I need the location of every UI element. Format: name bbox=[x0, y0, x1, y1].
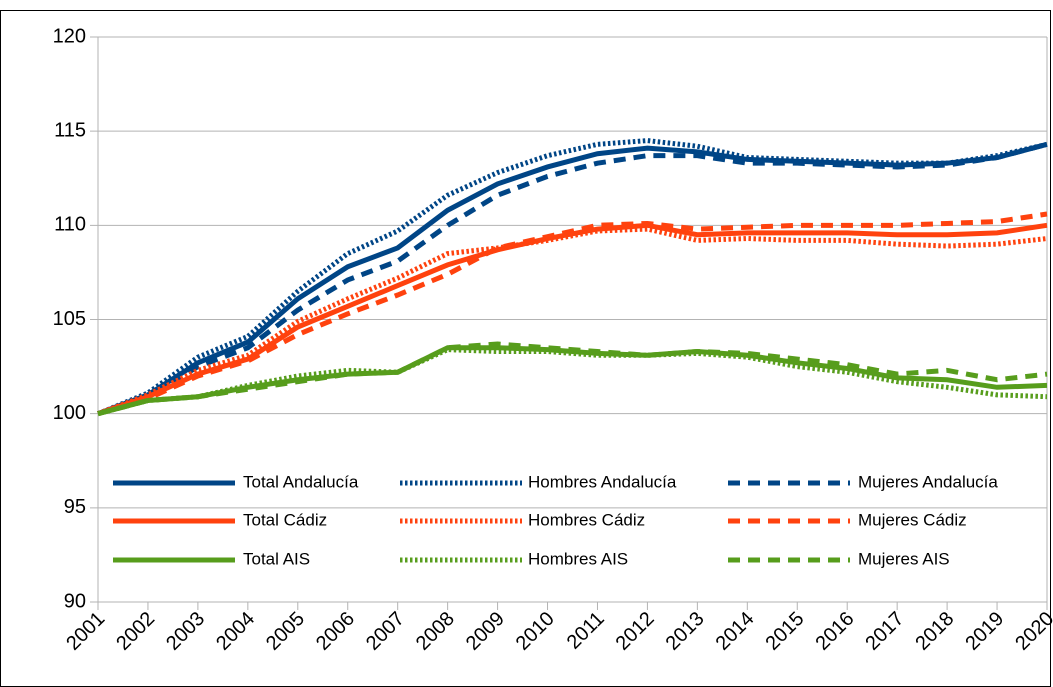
legend-label: Hombres Andalucía bbox=[528, 472, 677, 491]
series-line bbox=[97, 345, 1048, 417]
y-tick-label: 95 bbox=[64, 496, 86, 518]
x-tick-label: 2014 bbox=[712, 608, 759, 655]
x-tick-label: 2003 bbox=[162, 608, 209, 655]
x-tick-label: 2004 bbox=[212, 608, 259, 655]
x-tick-label: 2011 bbox=[563, 608, 609, 654]
x-tick-label: 2012 bbox=[612, 608, 659, 655]
x-tick-label: 2005 bbox=[262, 608, 309, 655]
y-tick-label: 115 bbox=[54, 119, 86, 141]
series-line bbox=[97, 141, 1048, 417]
series-line bbox=[97, 138, 1048, 416]
x-tick-label: 2007 bbox=[362, 608, 409, 655]
x-tick-label: 2001 bbox=[62, 608, 109, 655]
series-line bbox=[97, 341, 1048, 417]
legend-label: Mujeres Andalucía bbox=[858, 472, 998, 491]
x-tick-label: 2015 bbox=[762, 608, 809, 655]
x-tick-label: 2002 bbox=[112, 608, 159, 655]
series-line bbox=[97, 141, 1048, 417]
y-tick-label: 120 bbox=[53, 25, 86, 47]
legend-label: Mujeres AIS bbox=[858, 549, 950, 568]
x-tick-label: 2020 bbox=[1011, 608, 1053, 655]
legend-label: Total AIS bbox=[243, 549, 310, 568]
legend-label: Hombres Cádiz bbox=[528, 510, 645, 529]
y-tick-label: 110 bbox=[54, 214, 86, 236]
y-tick-label: 105 bbox=[53, 308, 86, 330]
x-tick-label: 2006 bbox=[312, 608, 359, 655]
legend-label: Mujeres Cádiz bbox=[858, 510, 967, 529]
legend-label: Total Andalucía bbox=[243, 472, 359, 491]
x-tick-label: 2009 bbox=[462, 608, 509, 655]
x-tick-label: 2018 bbox=[911, 608, 958, 655]
y-tick-label: 90 bbox=[64, 590, 86, 612]
series-line bbox=[97, 211, 1048, 417]
x-tick-label: 2013 bbox=[662, 608, 709, 655]
x-tick-label: 2008 bbox=[412, 608, 459, 655]
y-tick-label: 100 bbox=[53, 402, 86, 424]
series-line bbox=[97, 226, 1048, 417]
x-tick-label: 2017 bbox=[861, 608, 908, 655]
legend-label: Hombres AIS bbox=[528, 549, 628, 568]
x-tick-label: 2010 bbox=[512, 608, 559, 655]
series-line bbox=[97, 347, 1048, 417]
x-tick-label: 2016 bbox=[811, 608, 858, 655]
legend-label: Total Cádiz bbox=[243, 510, 327, 529]
x-tick-label: 2019 bbox=[961, 608, 1008, 655]
